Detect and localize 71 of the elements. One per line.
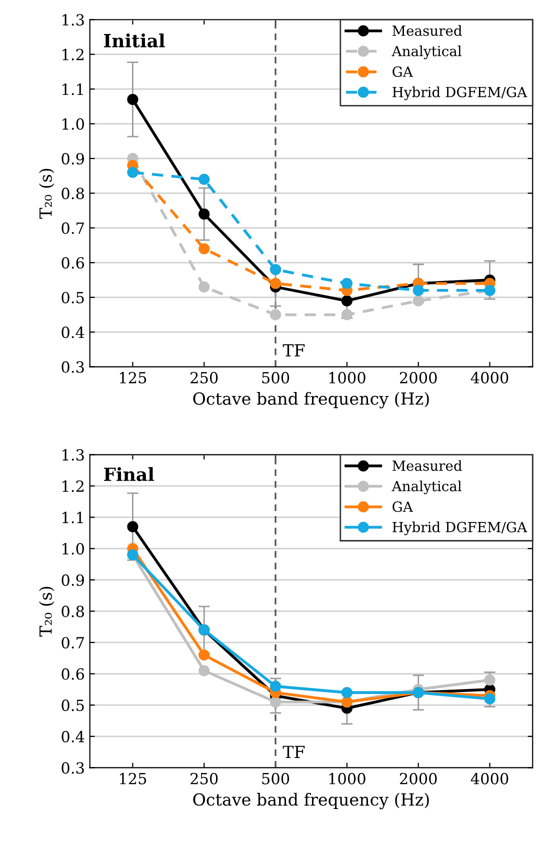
x-tick-label: 4000: [470, 372, 508, 384]
point: [341, 278, 352, 290]
ref-line-label: TF: [282, 344, 305, 356]
y-tick-label: 0.8: [62, 606, 84, 618]
y-tick-label: 1.1: [62, 512, 83, 524]
legend-label: Hybrid DGFEM/GA: [392, 86, 528, 100]
y-tick-label: 1.0: [62, 118, 84, 130]
x-tick-label: 500: [262, 372, 290, 384]
legend-label: Hybrid DGFEM/GA: [392, 522, 528, 536]
point: [270, 278, 282, 290]
point: [484, 693, 496, 704]
point: [198, 174, 210, 185]
text: Final: [104, 467, 154, 482]
y-tick-label: 0.4: [62, 326, 84, 338]
y-tick-label: 1.0: [62, 543, 84, 555]
y-tick-label: 1.2: [62, 480, 84, 492]
point: [341, 295, 352, 306]
point: [127, 166, 138, 178]
x-tick-label: 1000: [329, 772, 366, 784]
legend-label: Measured: [392, 460, 462, 471]
point: [198, 243, 210, 254]
x-tick-label: 250: [190, 372, 218, 384]
y-tick-label: 0.6: [62, 668, 84, 680]
legend-label: Analytical: [392, 46, 462, 60]
x-tick-label: 4000: [470, 772, 508, 784]
x-axis-title: Octave band frequency (Hz): [193, 392, 429, 408]
y-tick-label: 0.5: [62, 292, 84, 304]
point: [270, 264, 282, 276]
x-tick-label: 2000: [400, 772, 437, 784]
point: [412, 295, 424, 306]
y-axis-title: T₂₀ (s): [39, 586, 54, 637]
y-tick-label: 1.3: [62, 449, 84, 461]
point: [198, 208, 210, 220]
x-tick-label: 500: [262, 772, 290, 784]
text: Initial: [104, 34, 165, 48]
legend-label: Analytical: [392, 480, 462, 494]
y-tick-label: 1.3: [62, 14, 84, 26]
y-tick-label: 0.9: [62, 574, 84, 586]
point: [412, 284, 424, 296]
point: [198, 649, 210, 661]
point: [484, 674, 496, 686]
x-tick-label: 125: [120, 372, 146, 384]
legend-label: Measured: [392, 25, 462, 36]
y-tick-label: 0.7: [62, 636, 84, 648]
x-tick-label: 250: [190, 772, 218, 784]
y-axis-title: T₂₀ (s): [39, 168, 54, 219]
x-axis-title: Octave band frequency (Hz): [193, 792, 429, 810]
y-tick-label: 0.7: [62, 222, 84, 234]
ref-line-label: TF: [282, 746, 305, 758]
y-tick-label: 0.9: [62, 152, 84, 165]
legend-label: GA: [392, 66, 414, 77]
point: [270, 309, 282, 320]
y-tick-label: 0.4: [62, 730, 84, 742]
point: [198, 281, 210, 292]
point: [341, 687, 352, 698]
y-tick-label: 1.2: [62, 48, 84, 60]
point: [198, 665, 210, 676]
y-tick-label: 0.6: [62, 257, 84, 269]
y-tick-label: 0.5: [62, 700, 84, 712]
x-tick-label: 125: [120, 772, 146, 784]
x-tick-label: 1000: [329, 372, 366, 384]
legend-label: GA: [392, 501, 414, 512]
point: [127, 521, 138, 532]
point: [127, 94, 138, 106]
x-tick-label: 2000: [400, 372, 437, 384]
y-tick-label: 0.3: [62, 361, 84, 373]
y-tick-label: 1.1: [62, 84, 83, 96]
point: [341, 309, 352, 320]
y-tick-label: 0.3: [62, 762, 84, 774]
point: [270, 680, 282, 692]
y-tick-label: 0.8: [62, 188, 84, 200]
